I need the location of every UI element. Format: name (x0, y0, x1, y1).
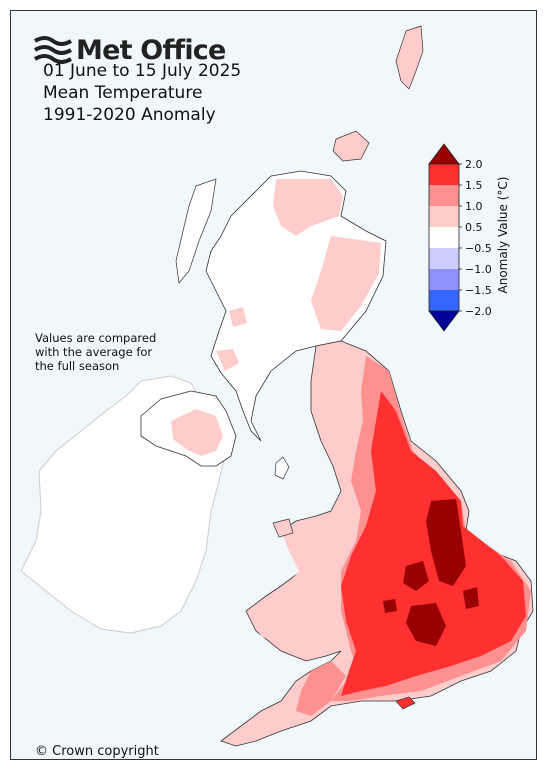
colorbar-tick-label: −1.5 (465, 284, 492, 297)
colorbar-band (429, 248, 459, 269)
scotland-north-anomaly (273, 179, 343, 236)
copyright-notice: © Crown copyright (35, 744, 159, 759)
colorbar-legend: 2.0 1.5 1.0 0.5 −0.5 −1.0 −1.5 −2.0 Anomaly Val… (428, 143, 510, 332)
variable-title: Mean Temperature (43, 83, 203, 103)
colorbar-band (429, 185, 459, 206)
colorbar-tick-label: 0.5 (465, 221, 483, 234)
colorbar-band (429, 269, 459, 290)
orkney (332, 130, 370, 162)
colorbar-tick-label: −2.0 (465, 305, 492, 318)
colorbar-over-arrow (428, 143, 460, 165)
met-office-wave-icon (33, 36, 73, 64)
colorbar-band (429, 164, 459, 185)
met-office-logo: Met Office (33, 33, 226, 67)
england-extreme-anomaly-midlands (406, 603, 446, 646)
date-range-title: 01 June to 15 July 2025 (43, 61, 242, 81)
map-frame: Met Office 01 June to 15 July 2025 Mean … (10, 10, 537, 760)
isle-of-man (274, 456, 290, 480)
colorbar-tick-label: 2.0 (465, 158, 483, 171)
season-note-line: with the average for (35, 345, 153, 359)
anglesey (272, 518, 294, 538)
ni-anomaly-patch (171, 409, 223, 456)
scotland-west-patches (216, 307, 247, 371)
colorbar-under-arrow (428, 310, 460, 332)
colorbar-tick-label: −0.5 (465, 242, 492, 255)
colorbar-outline (428, 163, 460, 312)
season-note-line: the full season (35, 359, 120, 373)
colorbar-band (429, 227, 459, 248)
colorbar-band (429, 290, 459, 311)
anomaly-map (20, 25, 534, 747)
outer-hebrides (175, 178, 217, 284)
colorbar-title: Anomaly Value (°C) (496, 177, 510, 294)
baseline-title: 1991-2020 Anomaly (43, 105, 216, 125)
colorbar-tick-label: −1.0 (465, 263, 492, 276)
colorbar-tick-label: 1.5 (465, 179, 483, 192)
england-extreme-anomaly-small (383, 561, 479, 613)
wales-light-anomaly (249, 521, 331, 651)
season-note-line: Values are compared (35, 331, 157, 345)
colorbar-tick-label: 1.0 (465, 200, 483, 213)
isle-of-wight (395, 696, 416, 710)
shetland (395, 25, 424, 90)
brand-name: Met Office (76, 34, 226, 66)
season-note: Values are compared with the average for… (35, 331, 205, 373)
scotland-east-anomaly (311, 236, 381, 331)
colorbar-band (429, 206, 459, 227)
southwest-anomaly (296, 661, 346, 716)
england-extreme-anomaly-east (426, 499, 466, 586)
